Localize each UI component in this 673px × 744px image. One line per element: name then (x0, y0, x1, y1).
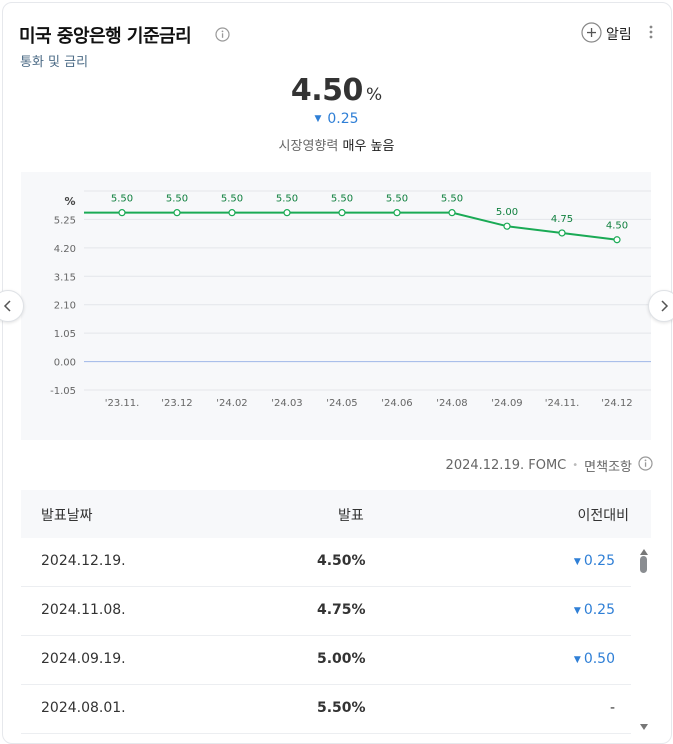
y-tick-label: 3.15 (54, 272, 76, 283)
header-date: 발표날짜 (41, 508, 93, 524)
row-value: 4.75% (317, 602, 366, 618)
data-label: 5.50 (331, 194, 353, 205)
plus-circle-icon (581, 21, 602, 47)
row-change: ▼ 0.25 (574, 602, 615, 618)
series-line (84, 211, 618, 241)
announcement-table: 2024.12.19. 4.50% ▼ 0.25 2024.11.08. 4.75… (21, 538, 631, 734)
info-icon[interactable] (215, 27, 230, 46)
y-tick-label: -1.05 (50, 386, 76, 397)
page-title: 미국 중앙은행 기준금리 (19, 26, 192, 47)
y-tick-label: 1.05 (54, 329, 76, 340)
data-label: 5.50 (441, 194, 463, 205)
data-label: 4.50 (606, 221, 628, 232)
row-date: 2024.11.08. (41, 602, 126, 618)
data-point (173, 209, 181, 217)
current-rate: 4.50% (0, 73, 673, 108)
x-tick-label: '24.05 (326, 398, 357, 409)
data-label: 5.00 (496, 207, 518, 218)
x-tick-label: '24.12 (601, 398, 632, 409)
triangle-down-icon: ▼ (314, 114, 322, 124)
x-tick-label: '24.02 (216, 398, 247, 409)
table-row: 2024.12.19. 4.50% ▼ 0.25 (21, 538, 631, 587)
x-tick-label: '24.08 (436, 398, 467, 409)
announcement-date: 2024.12.19. FOMC (445, 458, 567, 473)
info-icon[interactable] (638, 456, 653, 475)
footnote: 2024.12.19. FOMC • 면책조항 (446, 456, 653, 475)
data-label: 5.50 (221, 194, 243, 205)
separator-dot: • (572, 460, 579, 471)
rate-change: ▼ 0.25 (0, 111, 673, 127)
data-point (613, 236, 621, 244)
row-date: 2024.12.19. (41, 553, 126, 569)
chevron-right-icon (661, 300, 669, 312)
impact-label: 시장영향력 (278, 139, 339, 154)
next-arrow-button[interactable] (648, 290, 673, 322)
rate-unit: % (365, 85, 383, 105)
chevron-left-icon (3, 300, 11, 312)
scroll-down-arrow[interactable] (639, 716, 649, 735)
x-tick-label: '24.03 (271, 398, 302, 409)
row-change-value: - (609, 700, 615, 716)
table-row: 2024.09.19. 5.00% ▼ 0.50 (21, 636, 631, 685)
data-label: 5.50 (386, 194, 408, 205)
row-value: 4.50% (317, 553, 366, 569)
market-impact: 시장영향력 매우 높음 (0, 135, 673, 154)
y-tick-label: 0.00 (54, 358, 76, 369)
data-point (393, 209, 401, 217)
x-tick-label: '23.12 (161, 398, 192, 409)
x-tick-label: '23.11. (105, 398, 140, 409)
triangle-down-icon: ▼ (573, 655, 581, 665)
row-change-value: 0.25 (583, 602, 615, 618)
x-tick-label: '24.11. (545, 398, 580, 409)
rate-value: 4.50 (290, 73, 364, 108)
header-value: 발표 (338, 508, 364, 524)
table-row: 2024.11.08. 4.75% ▼ 0.25 (21, 587, 631, 636)
y-tick-label: 5.25 (54, 215, 76, 226)
row-change: ▼ 0.25 (574, 553, 615, 569)
y-axis-unit: % (64, 195, 75, 208)
row-change-value: 0.50 (583, 651, 615, 667)
rate-change-value: 0.25 (327, 111, 359, 127)
data-point (283, 209, 291, 217)
row-date: 2024.09.19. (41, 651, 126, 667)
rate-chart: % 5.25 4.20 3.15 2.10 1.05 0.00 -1.05 '23.11. '23… (21, 172, 651, 440)
row-change: - (610, 700, 615, 716)
scroll-up-arrow[interactable] (639, 541, 649, 560)
kebab-menu-icon[interactable] (648, 24, 654, 44)
row-change-value: 0.25 (583, 553, 615, 569)
row-value: 5.00% (317, 651, 366, 667)
triangle-down-icon: ▼ (573, 557, 581, 567)
data-point (228, 209, 236, 217)
chart-svg: % 5.25 4.20 3.15 2.10 1.05 0.00 -1.05 '23.11. '23… (50, 190, 651, 409)
header-change: 이전대비 (577, 508, 629, 524)
x-tick-label: '24.09 (491, 398, 522, 409)
disclaimer-link[interactable]: 면책조항 (584, 460, 632, 475)
alarm-label: 알림 (606, 27, 632, 43)
row-date: 2024.08.01. (41, 700, 126, 716)
row-change: ▼ 0.50 (574, 651, 615, 667)
data-point (118, 209, 126, 217)
row-value: 5.50% (317, 700, 366, 716)
data-label: 4.75 (551, 214, 573, 225)
triangle-down-icon: ▼ (573, 606, 581, 616)
data-label: 5.50 (276, 194, 298, 205)
x-tick-label: '24.06 (381, 398, 412, 409)
data-label: 5.50 (111, 194, 133, 205)
data-point (503, 222, 511, 230)
y-tick-label: 4.20 (54, 244, 76, 255)
data-point (448, 209, 456, 217)
table-row: 2024.08.01. 5.50% - (21, 685, 631, 734)
data-point (338, 209, 346, 217)
table-header: 발표날짜 발표 이전대비 (21, 490, 651, 538)
impact-level: 매우 높음 (342, 139, 395, 154)
y-tick-label: 2.10 (54, 301, 76, 312)
alarm-button[interactable]: 알림 (581, 21, 632, 47)
data-point (558, 229, 566, 237)
data-label: 5.50 (166, 194, 188, 205)
scrollbar-thumb[interactable] (640, 556, 647, 573)
subtitle-category[interactable]: 통화 및 금리 (20, 55, 89, 70)
